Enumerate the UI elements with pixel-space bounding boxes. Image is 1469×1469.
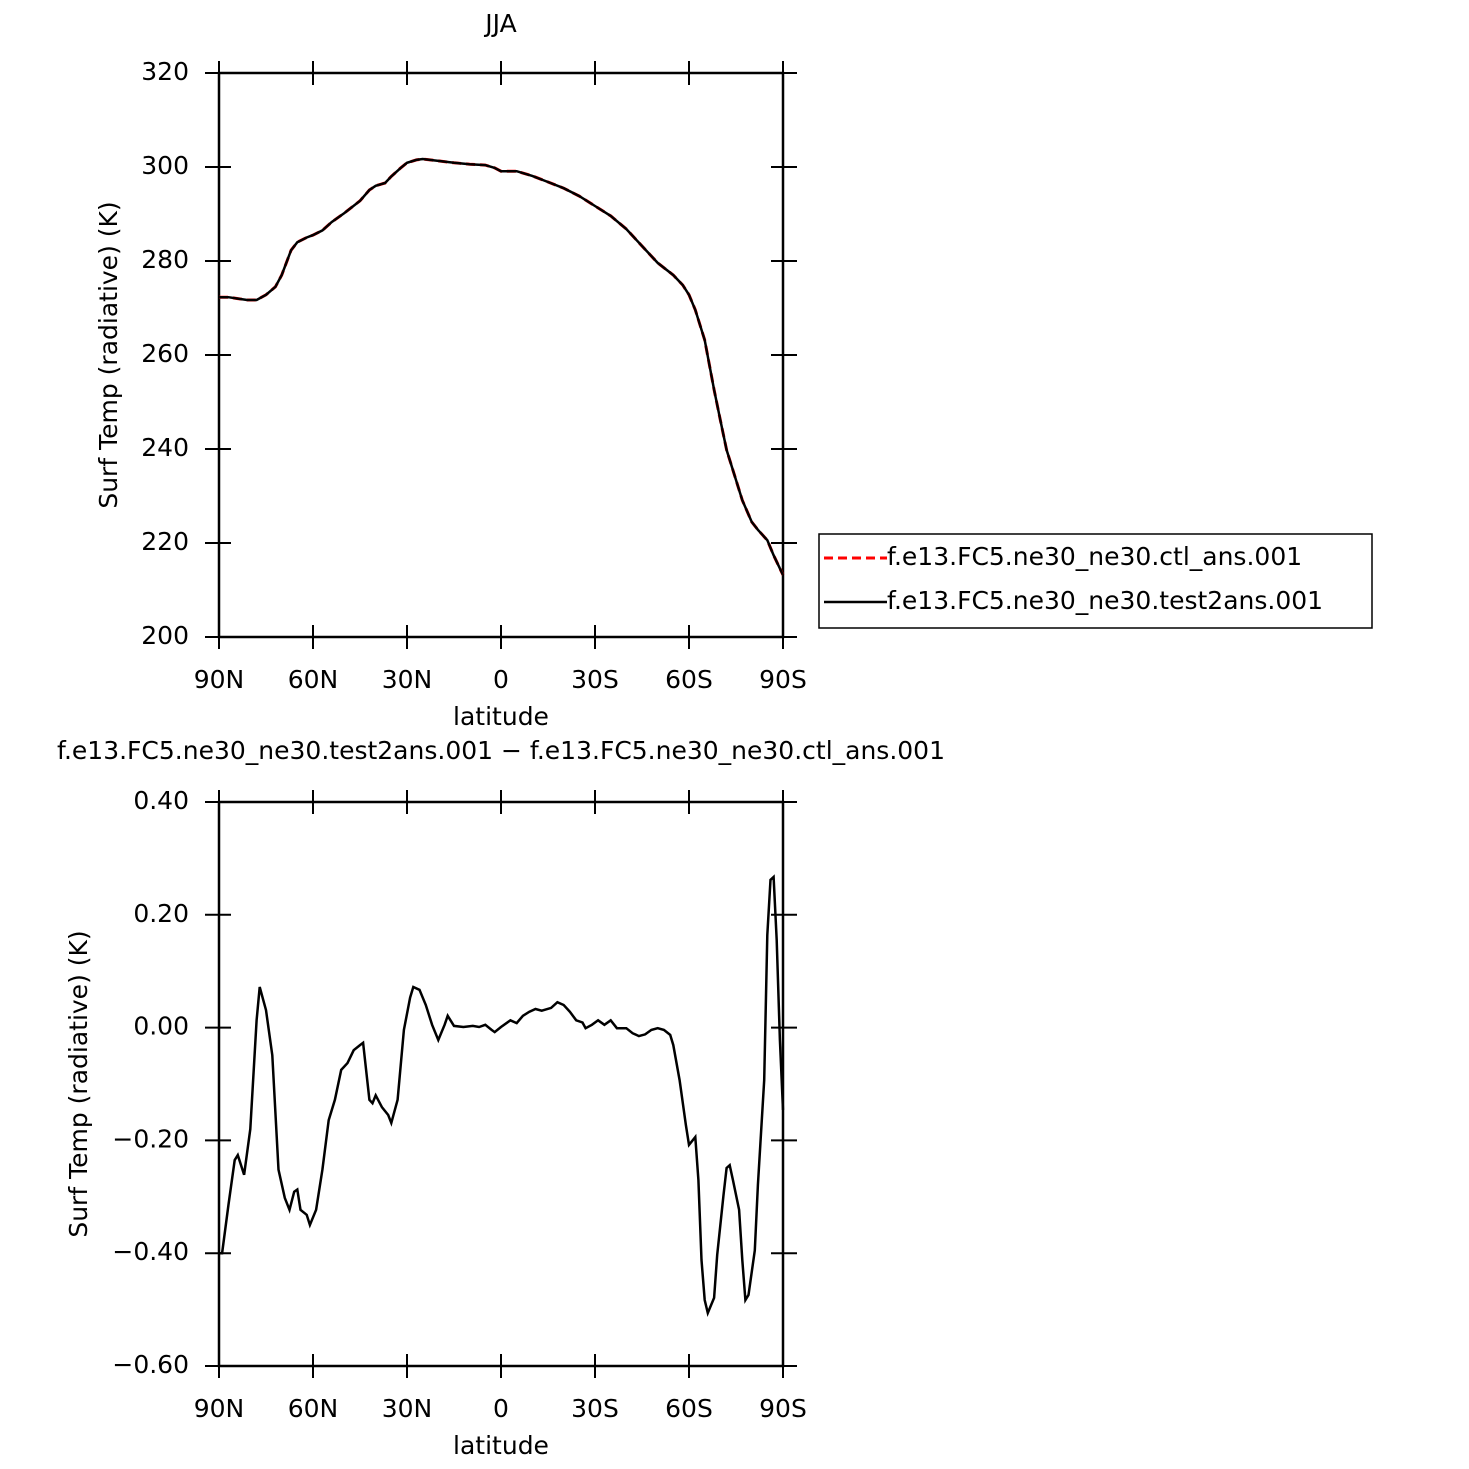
x-tick-label: 60S — [665, 665, 713, 694]
y-tick-label: 300 — [141, 151, 189, 180]
x-tick-label: 30N — [382, 665, 433, 694]
y-tick-label: 260 — [141, 339, 189, 368]
x-tick-label: 0 — [493, 665, 509, 694]
x-axis-label: latitude — [453, 1431, 549, 1460]
y-tick-label: 320 — [141, 57, 189, 86]
x-tick-label: 90S — [759, 1394, 807, 1423]
chart-title: f.e13.FC5.ne30_ne30.test2ans.001 − f.e13… — [57, 736, 945, 765]
legend-label: f.e13.FC5.ne30_ne30.ctl_ans.001 — [887, 542, 1302, 571]
plot-frame — [217, 800, 785, 1368]
x-tick-label: 30N — [382, 1394, 433, 1423]
x-tick-label: 90N — [194, 1394, 245, 1423]
y-tick-label: −0.60 — [112, 1350, 189, 1379]
y-tick-label: 280 — [141, 245, 189, 274]
y-axis-label: Surf Temp (radiative) (K) — [64, 930, 93, 1237]
y-axis-label: Surf Temp (radiative) (K) — [94, 201, 123, 508]
y-tick-label: 0.00 — [133, 1012, 189, 1041]
y-tick-label: 0.40 — [133, 786, 189, 815]
y-tick-label: 0.20 — [133, 899, 189, 928]
x-tick-label: 90N — [194, 665, 245, 694]
plot-frame — [217, 71, 785, 639]
series-line — [219, 157, 785, 576]
series-line — [219, 874, 785, 1318]
x-tick-label: 60N — [288, 665, 339, 694]
x-tick-label: 60S — [665, 1394, 713, 1423]
x-tick-label: 60N — [288, 1394, 339, 1423]
legend-label: f.e13.FC5.ne30_ne30.test2ans.001 — [887, 586, 1323, 615]
y-tick-label: 200 — [141, 621, 189, 650]
y-tick-label: 240 — [141, 433, 189, 462]
y-tick-label: −0.20 — [112, 1124, 189, 1153]
y-tick-label: −0.40 — [112, 1237, 189, 1266]
x-tick-label: 30S — [571, 1394, 619, 1423]
series-line — [219, 157, 785, 576]
chart-title: JJA — [483, 9, 516, 38]
y-tick-label: 220 — [141, 527, 189, 556]
x-axis-label: latitude — [453, 702, 549, 731]
x-tick-label: 30S — [571, 665, 619, 694]
x-tick-label: 90S — [759, 665, 807, 694]
legend-box — [818, 533, 1373, 629]
x-tick-label: 0 — [493, 1394, 509, 1423]
